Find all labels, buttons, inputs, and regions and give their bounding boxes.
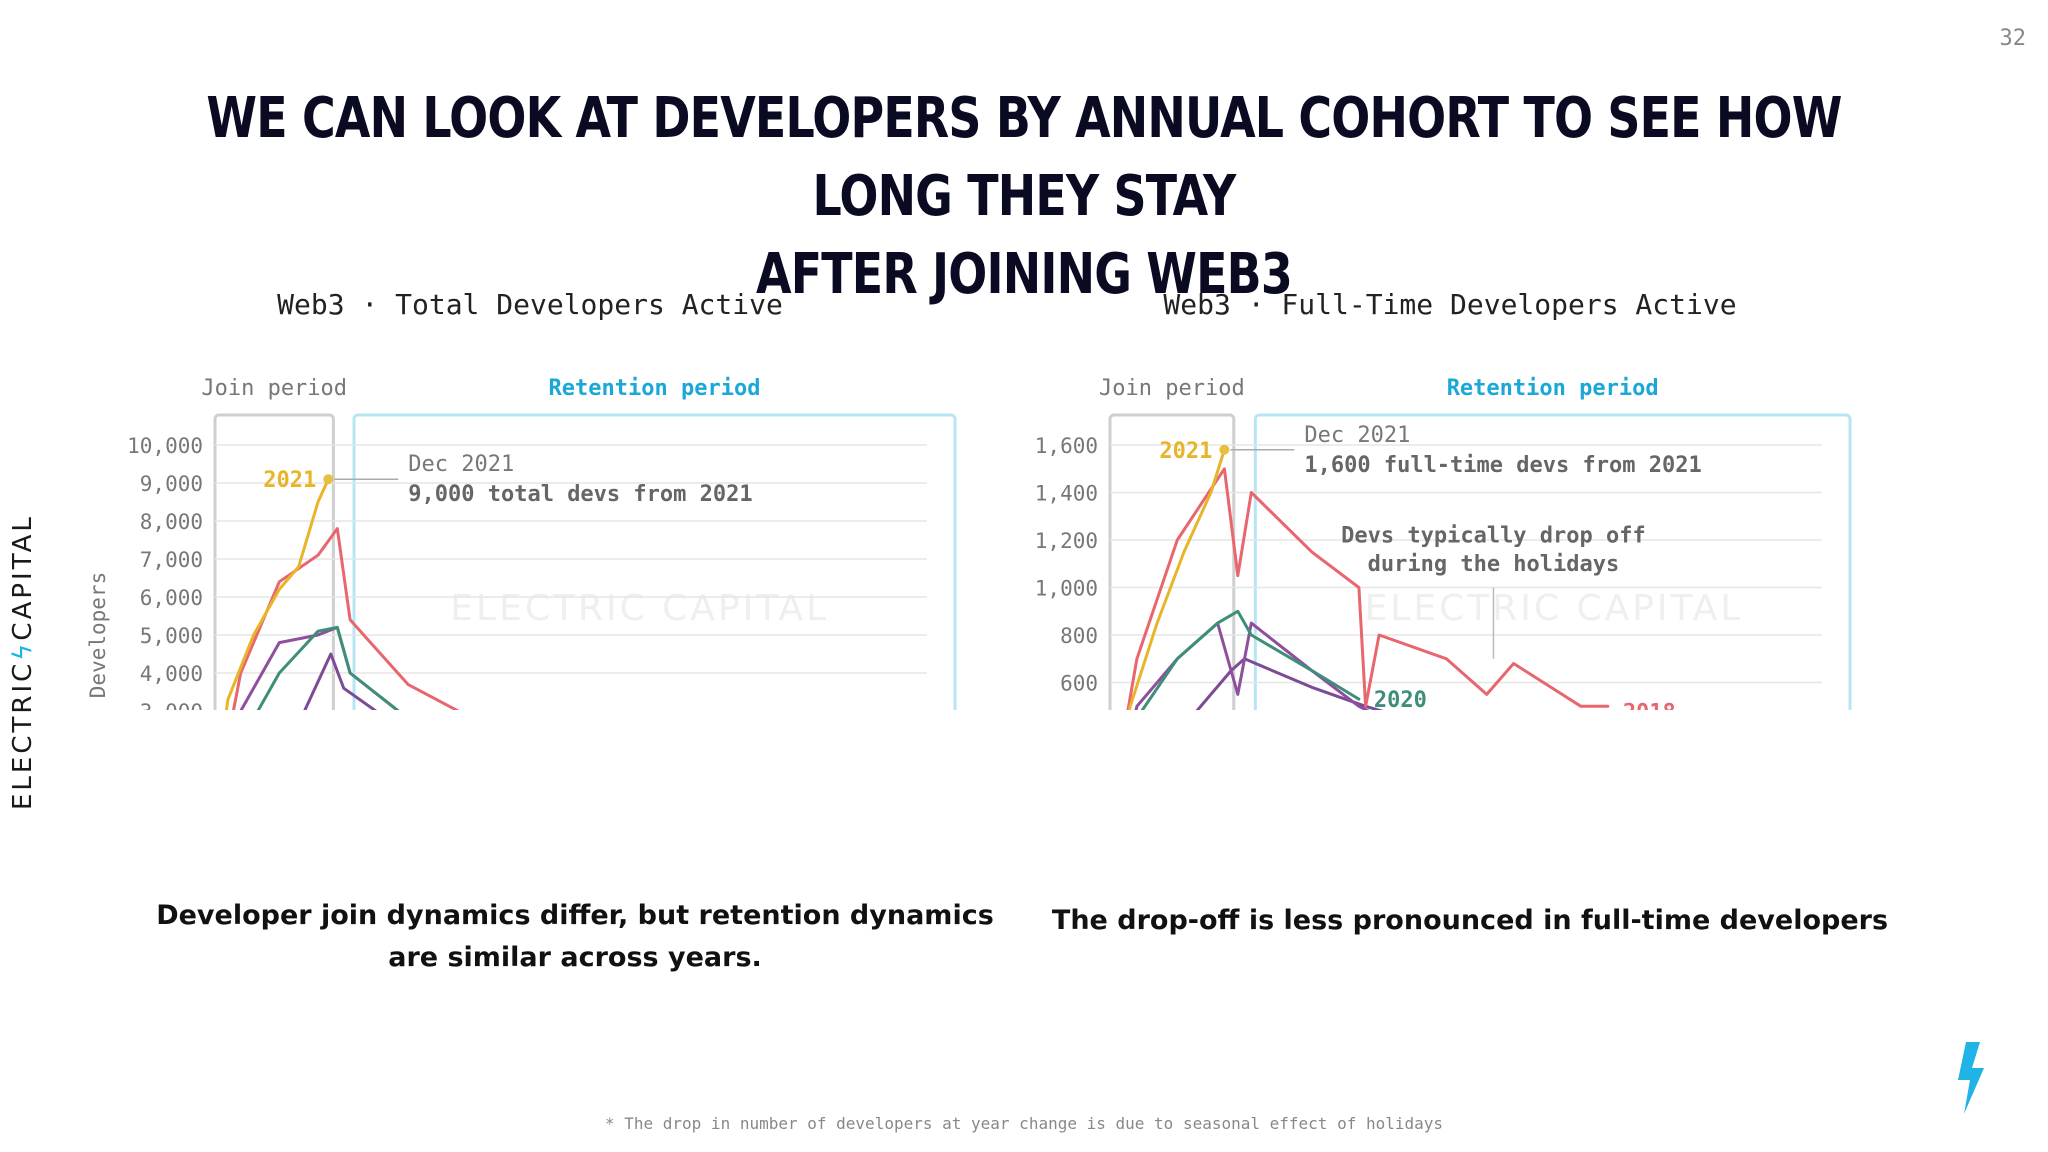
chart-svg: Join period Retention period ELECTRIC CAPI… — [86, 376, 957, 710]
series-line-2020 — [1140, 609, 1361, 710]
series-line-2021 — [224, 477, 330, 710]
y-tick-label: 3,000 — [140, 700, 203, 710]
annotation-dot — [323, 474, 334, 485]
y-tick-label: 1,600 — [1035, 434, 1098, 458]
y-tick-label: 7,000 — [140, 548, 203, 572]
y-tick-label: 9,000 — [140, 472, 203, 496]
watermark: ELECTRIC CAPITAL — [1365, 588, 1744, 629]
chart-svg: Join period Retention period ELECTRIC CAPI… — [1035, 376, 1852, 710]
holiday-annotation-line-2: during the holidays — [1368, 552, 1620, 577]
series-label-2021: 2021 — [263, 468, 316, 493]
y-tick-label: 6,000 — [140, 586, 203, 610]
caption-line-1: Developer join dynamics differ, but rete… — [156, 900, 994, 931]
slide-title: WE CAN LOOK AT DEVELOPERS BY ANNUAL COHO… — [184, 80, 1863, 314]
annotation-date: Dec 2021 — [1304, 423, 1410, 448]
caption-line-1: The drop-off is less pronounced in full-… — [1051, 905, 1889, 936]
y-tick-label: 4,000 — [140, 662, 203, 686]
chart-total-developers: Web3 · Total Developers Active Join peri… — [60, 270, 1000, 710]
y-tick-label: 8,000 — [140, 510, 203, 534]
caption-right: The drop-off is less pronounced in full-… — [1030, 900, 1910, 942]
slide-title-line-1: WE CAN LOOK AT DEVELOPERS BY ANNUAL COHO… — [206, 86, 1842, 229]
annotation-value: 9,000 total devs from 2021 — [408, 482, 752, 507]
annotation-value: 1,600 full-time devs from 2021 — [1304, 453, 1701, 478]
series-line-2017 — [1195, 657, 1384, 710]
series-line-2018 — [232, 527, 460, 710]
join-period-box — [213, 413, 335, 710]
y-tick-label: 5,000 — [140, 624, 203, 648]
retention-period-box — [1253, 413, 1852, 710]
series-line-2020 — [256, 625, 400, 710]
holiday-annotation-line-1: Devs typically drop off — [1341, 523, 1646, 548]
caption-left: Developer join dynamics differ, but rete… — [150, 895, 1000, 979]
chart-fulltime-developers: Web3 · Full-Time Developers Active Join … — [1000, 270, 1900, 710]
footnote: * The drop in number of developers at ye… — [604, 1114, 1444, 1133]
retention-period-box — [352, 413, 957, 710]
lightning-bolt-icon — [1958, 1042, 1984, 1114]
retention-period-label: Retention period — [549, 376, 761, 401]
y-tick-label: 1,400 — [1035, 482, 1098, 506]
series-line-2018 — [1126, 467, 1610, 710]
series-label-2021: 2021 — [1159, 439, 1212, 464]
series-line-2017 — [303, 652, 378, 710]
join-period-box — [1108, 413, 1236, 710]
slide-title-line-2: AFTER JOINING WEB3 — [756, 242, 1293, 307]
annotation-date: Dec 2021 — [408, 452, 514, 477]
y-tick-label: 800 — [1060, 624, 1098, 648]
annotation-dot — [1219, 444, 1230, 455]
series-label-2018: 2018 — [1623, 700, 1676, 710]
retention-period-label: Retention period — [1447, 376, 1659, 401]
caption-line-2: are similar across years. — [388, 942, 762, 973]
y-tick-label: 600 — [1060, 672, 1098, 696]
series-line-2019 — [1134, 621, 1370, 710]
logo-text-2: CAPITAL — [8, 514, 38, 641]
logo-text: ELECTRIC — [8, 660, 38, 810]
watermark: ELECTRIC CAPITAL — [450, 588, 829, 629]
y-tick-label: 1,000 — [1035, 577, 1098, 601]
bolt-icon: ϟ — [8, 640, 38, 661]
y-tick-label: 10,000 — [127, 434, 203, 458]
y-tick-label: 1,200 — [1035, 529, 1098, 553]
series-line-2021 — [1128, 448, 1226, 710]
join-period-label: Join period — [201, 376, 347, 401]
y-axis-title: Developers — [86, 572, 110, 698]
series-label-2020: 2020 — [1374, 688, 1427, 710]
join-period-label: Join period — [1099, 376, 1245, 401]
chart-title: Web3 · Total Developers Active — [277, 288, 783, 321]
page-number: 32 — [1999, 26, 2027, 51]
electric-capital-logo: ELECTRICϟCAPITAL — [8, 514, 38, 810]
chart-title: Web3 · Full-Time Developers Active — [1163, 288, 1737, 321]
